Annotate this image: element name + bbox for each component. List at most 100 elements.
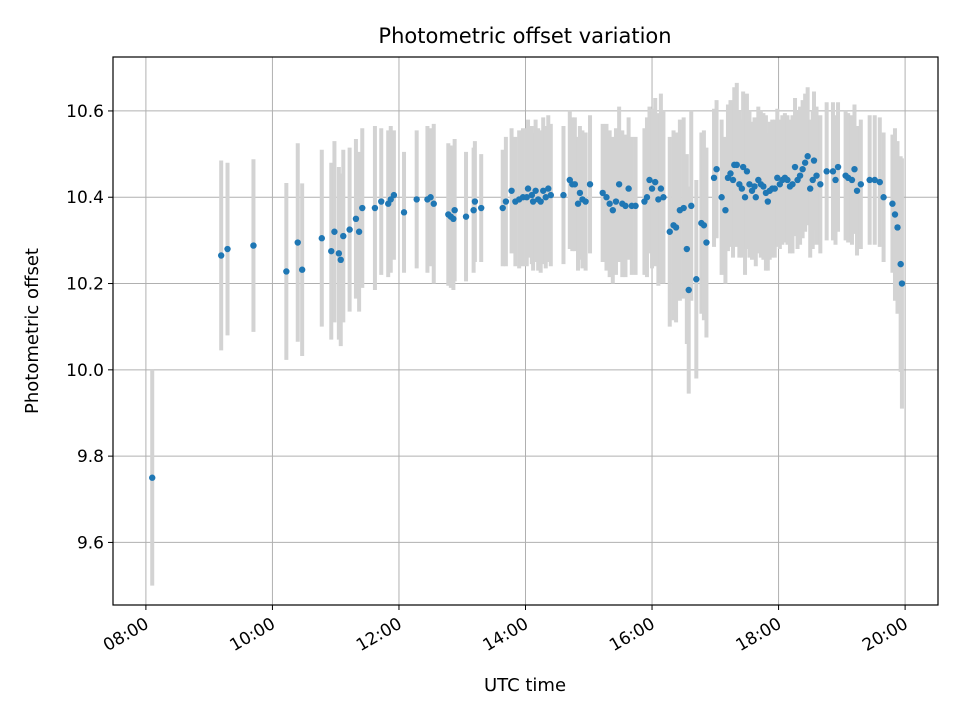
- y-axis-label: Photometric offset: [22, 248, 43, 414]
- y-tick-label: 10.0: [66, 361, 104, 381]
- data-point: [672, 224, 680, 231]
- data-point: [625, 185, 632, 192]
- data-point: [352, 215, 360, 223]
- data-point: [622, 202, 629, 210]
- data-point: [643, 194, 651, 201]
- data-point: [685, 286, 692, 294]
- data-point: [657, 185, 665, 192]
- data-point: [537, 198, 544, 205]
- data-point: [217, 252, 225, 259]
- data-point: [739, 163, 747, 171]
- data-point: [612, 198, 620, 205]
- data-point: [378, 198, 385, 205]
- data-point: [688, 202, 695, 210]
- data-point: [898, 280, 906, 287]
- data-point: [224, 245, 231, 253]
- data-point: [848, 176, 856, 184]
- data-point: [680, 204, 687, 212]
- data-point: [298, 266, 306, 273]
- data-point: [897, 260, 904, 268]
- data-point: [718, 194, 725, 201]
- data-point: [741, 194, 749, 201]
- y-axis-ticks: 9.6 9.8 10.0 10.2 10.4 10.6: [66, 102, 113, 553]
- data-point: [576, 189, 584, 197]
- data-point: [683, 245, 691, 253]
- data-point: [823, 168, 830, 175]
- data-point: [866, 176, 873, 184]
- data-point: [666, 228, 673, 235]
- data-point: [648, 185, 656, 192]
- data-point: [149, 474, 156, 481]
- data-point: [889, 200, 896, 207]
- data-point: [355, 228, 363, 235]
- data-point: [651, 178, 659, 186]
- data-point: [478, 204, 485, 212]
- data-point: [729, 176, 737, 184]
- data-point: [331, 228, 338, 235]
- data-point: [542, 194, 549, 201]
- data-point: [891, 211, 899, 218]
- data-point: [599, 189, 606, 197]
- data-point: [328, 247, 335, 255]
- data-point: [462, 213, 470, 220]
- data-point: [880, 194, 887, 201]
- data-point: [523, 194, 530, 201]
- data-point: [450, 215, 457, 223]
- data-point: [774, 174, 781, 182]
- data-point: [829, 168, 837, 175]
- data-point: [796, 172, 804, 179]
- data-point: [738, 185, 746, 192]
- data-point: [801, 159, 809, 166]
- data-point: [746, 181, 753, 188]
- data-point: [545, 185, 552, 192]
- data-point: [655, 196, 662, 203]
- data-point: [710, 174, 718, 182]
- data-point: [547, 191, 555, 199]
- data-point: [700, 222, 708, 229]
- data-point: [471, 198, 479, 205]
- data-point: [582, 198, 589, 205]
- data-point: [400, 209, 408, 216]
- data-point: [809, 176, 816, 184]
- data-point: [853, 187, 861, 194]
- data-point: [502, 198, 510, 205]
- data-point: [340, 232, 347, 240]
- data-point: [532, 187, 539, 194]
- y-tick-label: 9.6: [77, 533, 104, 553]
- data-point: [807, 185, 814, 192]
- data-point: [817, 181, 824, 188]
- data-point: [751, 183, 758, 190]
- data-point: [713, 165, 720, 173]
- x-axis-label: UTC time: [484, 675, 566, 696]
- data-point: [427, 194, 434, 201]
- data-point: [693, 276, 700, 283]
- data-point: [615, 181, 623, 188]
- y-tick-label: 10.6: [66, 102, 104, 122]
- data-point: [834, 163, 842, 171]
- data-point: [540, 187, 547, 194]
- data-point: [894, 224, 901, 231]
- data-point: [335, 250, 343, 257]
- data-point: [470, 206, 477, 214]
- y-tick-label: 9.8: [77, 447, 104, 467]
- data-point: [876, 178, 883, 186]
- data-point: [560, 191, 567, 199]
- data-point: [606, 200, 613, 207]
- data-point: [764, 198, 772, 205]
- data-point: [703, 239, 710, 246]
- data-point: [646, 176, 653, 184]
- data-point: [586, 181, 594, 188]
- data-point: [371, 204, 379, 212]
- data-point: [632, 202, 639, 210]
- data-point: [574, 200, 582, 207]
- data-point: [528, 191, 536, 199]
- chart-title: Photometric offset variation: [378, 24, 671, 48]
- data-point: [791, 163, 799, 171]
- data-point: [660, 194, 667, 201]
- data-point: [722, 206, 729, 214]
- data-point: [524, 185, 532, 192]
- data-point: [810, 157, 818, 164]
- data-point: [346, 226, 353, 233]
- data-point: [799, 165, 806, 173]
